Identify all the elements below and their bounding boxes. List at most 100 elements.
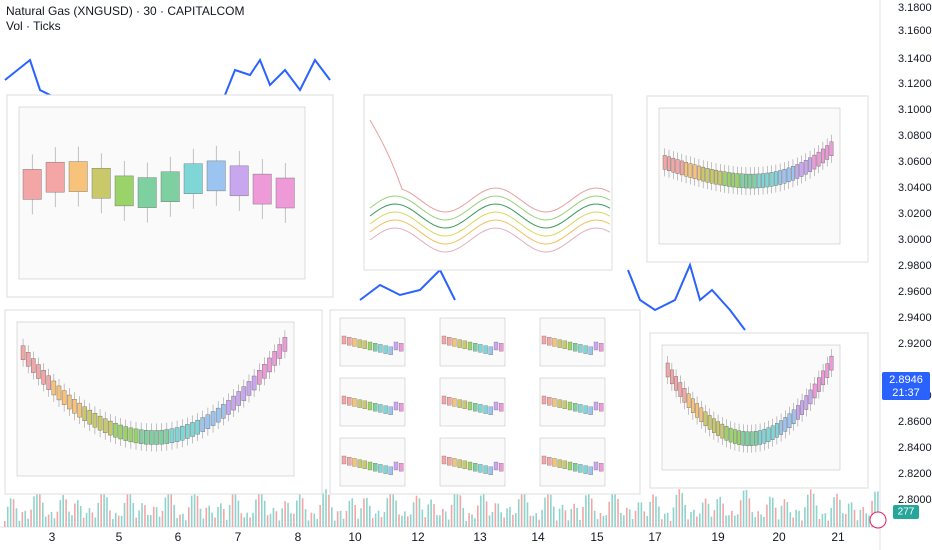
volume-bar <box>228 504 231 527</box>
box <box>61 390 67 405</box>
price-label: 2.8000 <box>898 494 932 506</box>
box <box>800 400 804 415</box>
box <box>31 358 36 373</box>
volume-bar <box>249 517 251 527</box>
volume-bar <box>167 490 170 527</box>
volume-bar <box>652 494 654 527</box>
volume-bar <box>687 519 689 527</box>
volume-bar <box>672 507 675 527</box>
volume-bar <box>547 491 549 527</box>
volume-bar <box>590 498 593 527</box>
box <box>562 340 567 349</box>
box <box>493 401 499 411</box>
volume-bar <box>27 518 29 527</box>
volume-bar <box>287 502 289 527</box>
box <box>766 427 771 442</box>
volume-bar <box>41 502 44 527</box>
volume-bar <box>313 513 316 527</box>
box <box>773 171 778 186</box>
volume-bar <box>836 493 838 527</box>
box <box>588 466 593 475</box>
volume-bar <box>459 495 462 527</box>
box <box>378 404 383 413</box>
volume-bar <box>812 493 815 527</box>
box <box>714 169 718 185</box>
box <box>185 424 190 439</box>
box <box>441 455 447 465</box>
volume-bar <box>240 513 243 527</box>
volume-bar <box>877 491 879 527</box>
volume-bar <box>114 512 117 527</box>
volume-bar <box>266 515 269 527</box>
volume-bar <box>769 496 771 527</box>
volume-bar <box>284 501 286 527</box>
volume-bar <box>173 504 175 527</box>
price-label: 3.1200 <box>898 78 932 90</box>
price-label: 2.9200 <box>898 338 932 350</box>
box <box>557 339 562 348</box>
alert-icon[interactable] <box>869 511 887 529</box>
volume-bar <box>293 513 295 527</box>
volume-bar <box>716 499 719 527</box>
time-label: 8 <box>295 530 302 544</box>
volume-bar <box>30 509 32 527</box>
volume-bar <box>564 510 567 527</box>
box <box>457 459 462 468</box>
box <box>726 172 731 187</box>
price-label: 3.1400 <box>898 53 932 65</box>
box <box>393 341 399 351</box>
box <box>399 343 404 352</box>
volume-bar <box>144 505 146 527</box>
price-tag-price: 2.8946 <box>889 374 923 386</box>
volume-bar <box>611 491 613 527</box>
box <box>383 405 388 414</box>
volume-bar <box>109 510 111 527</box>
price-label: 2.8400 <box>898 442 932 454</box>
time-label: 5 <box>116 530 123 544</box>
volume-bar <box>161 510 164 527</box>
box <box>493 341 499 351</box>
box <box>588 346 593 355</box>
volume-bar <box>643 511 646 527</box>
box <box>722 171 727 186</box>
time-label: 10 <box>348 530 362 544</box>
volume-bar <box>532 515 535 527</box>
volume-bar <box>450 505 453 527</box>
volume-bar <box>272 507 275 527</box>
volume-bar <box>328 494 330 527</box>
time-label: 15 <box>590 530 604 544</box>
box <box>692 164 697 179</box>
volume-bar <box>363 498 365 527</box>
volume-bar <box>150 515 152 527</box>
box <box>226 400 231 415</box>
box <box>686 393 691 408</box>
volume-bar <box>710 516 713 527</box>
volume-bar <box>579 520 581 527</box>
volume-bar <box>859 509 862 527</box>
box <box>82 406 87 421</box>
volume-bar <box>500 512 502 527</box>
volume-bar <box>512 514 514 527</box>
price-label: 2.8600 <box>898 416 932 428</box>
volume-bar <box>214 517 216 527</box>
volume-bar <box>211 512 213 527</box>
volume-bar <box>290 513 292 527</box>
volume-bar <box>74 503 76 527</box>
box <box>791 166 795 181</box>
volume-bar <box>850 502 853 527</box>
box <box>699 407 704 423</box>
volume-bar <box>865 513 867 527</box>
volume-bar <box>588 492 590 527</box>
box <box>829 355 834 371</box>
box <box>488 466 493 475</box>
volume-bar <box>462 507 465 527</box>
box <box>206 160 226 192</box>
series-line <box>369 219 611 245</box>
volume-bar <box>123 502 126 527</box>
volume-bar <box>766 504 768 527</box>
volume-bar <box>707 503 710 527</box>
box <box>441 335 447 345</box>
box <box>667 156 671 171</box>
box <box>20 345 26 360</box>
box <box>679 160 684 176</box>
